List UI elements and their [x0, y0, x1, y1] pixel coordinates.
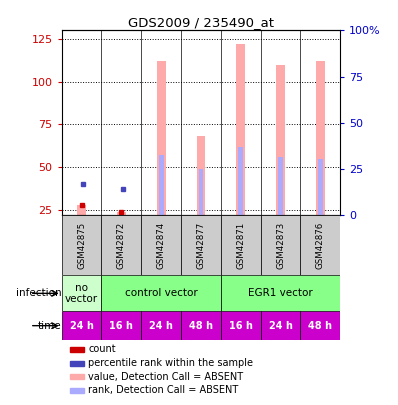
Text: rank, Detection Call = ABSENT: rank, Detection Call = ABSENT — [88, 386, 238, 396]
Bar — [141, 311, 181, 340]
Text: 48 h: 48 h — [189, 321, 213, 330]
Bar — [261, 215, 300, 275]
Bar — [276, 64, 285, 215]
Text: percentile rank within the sample: percentile rank within the sample — [88, 358, 253, 368]
Text: 24 h: 24 h — [70, 321, 94, 330]
Text: count: count — [88, 344, 116, 354]
Bar — [70, 360, 84, 366]
Bar — [278, 157, 283, 215]
Text: no
vector: no vector — [65, 283, 98, 304]
Bar — [117, 211, 126, 215]
Title: GDS2009 / 235490_at: GDS2009 / 235490_at — [128, 16, 274, 29]
Bar — [101, 275, 221, 311]
Text: 24 h: 24 h — [269, 321, 293, 330]
Bar — [261, 311, 300, 340]
Text: GSM42875: GSM42875 — [77, 222, 86, 269]
Bar — [157, 61, 166, 215]
Text: 24 h: 24 h — [149, 321, 173, 330]
Bar — [62, 275, 101, 311]
Bar — [70, 347, 84, 352]
Text: value, Detection Call = ABSENT: value, Detection Call = ABSENT — [88, 372, 243, 382]
Bar — [221, 215, 261, 275]
Bar — [141, 215, 181, 275]
Text: GSM42872: GSM42872 — [117, 222, 126, 269]
Bar — [199, 169, 203, 215]
Text: EGR1 vector: EGR1 vector — [248, 288, 313, 298]
Text: time: time — [38, 321, 62, 330]
Bar — [70, 374, 84, 379]
Bar — [77, 205, 86, 215]
Bar — [318, 158, 323, 215]
Bar — [221, 311, 261, 340]
Text: 48 h: 48 h — [308, 321, 332, 330]
Bar — [159, 155, 164, 215]
Text: GSM42873: GSM42873 — [276, 222, 285, 269]
Bar — [181, 215, 221, 275]
Text: GSM42871: GSM42871 — [236, 222, 245, 269]
Text: GSM42877: GSM42877 — [197, 222, 205, 269]
Text: GSM42874: GSM42874 — [157, 222, 166, 269]
Text: GSM42876: GSM42876 — [316, 222, 325, 269]
Bar — [300, 311, 340, 340]
Bar — [236, 44, 245, 215]
Bar — [300, 215, 340, 275]
Text: 16 h: 16 h — [109, 321, 133, 330]
Text: 16 h: 16 h — [229, 321, 253, 330]
Bar — [221, 275, 340, 311]
Text: infection: infection — [16, 288, 62, 298]
Bar — [238, 147, 243, 215]
Bar — [62, 215, 101, 275]
Bar — [62, 311, 101, 340]
Bar — [70, 388, 84, 393]
Bar — [316, 61, 325, 215]
Bar — [181, 311, 221, 340]
Bar — [101, 215, 141, 275]
Text: control vector: control vector — [125, 288, 197, 298]
Bar — [101, 311, 141, 340]
Bar — [197, 136, 205, 215]
